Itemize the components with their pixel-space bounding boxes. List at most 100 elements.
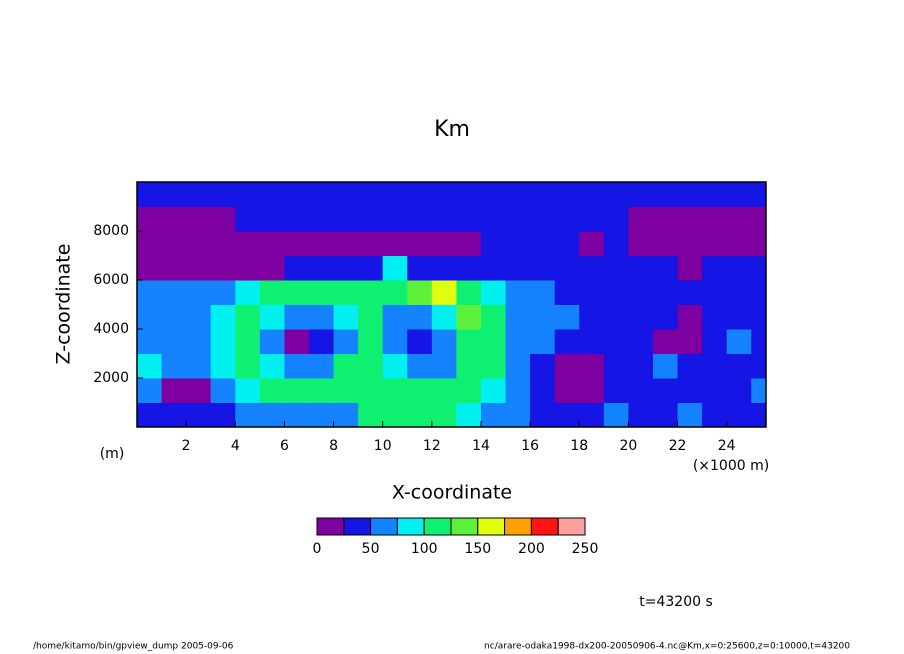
contour-cell — [284, 280, 310, 305]
x-axis-label: X-coordinate — [392, 482, 512, 504]
contour-cell — [628, 255, 654, 281]
contour-cell — [358, 329, 384, 354]
contour-cell — [382, 378, 408, 403]
colorbar-box — [396, 517, 425, 536]
x-tick-label: 10 — [374, 438, 392, 454]
colorbar-label: 150 — [464, 541, 491, 557]
contour-cell — [579, 182, 605, 207]
contour-cell — [505, 353, 531, 379]
colorbar-box — [316, 517, 345, 536]
contour-cell — [407, 378, 433, 403]
contour-cell — [530, 255, 556, 281]
contour-cell — [726, 206, 752, 232]
contour-cell — [431, 304, 457, 330]
contour-cell — [235, 280, 261, 305]
contour-cell — [652, 255, 679, 281]
contour-cell — [308, 304, 335, 330]
contour-cell — [652, 304, 679, 330]
contour-cell — [751, 280, 766, 305]
contour-cell — [751, 402, 766, 427]
colorbar-box — [504, 517, 532, 536]
contour-cell — [456, 255, 482, 281]
contour-cell — [308, 402, 335, 427]
contour-cell — [505, 304, 531, 330]
contour-cell — [530, 353, 556, 379]
contour-cell — [530, 329, 556, 354]
contour-cell — [579, 255, 605, 281]
contour-cell — [726, 378, 752, 403]
colorbar-label: 200 — [518, 541, 545, 557]
contour-cell — [702, 329, 728, 354]
contour-cell — [259, 402, 285, 427]
contour-cell — [652, 280, 679, 305]
contour-cell — [554, 182, 580, 207]
contour-cell — [382, 353, 408, 379]
contour-cell — [284, 402, 310, 427]
contour-cell — [382, 255, 408, 281]
contour-cell — [137, 378, 163, 403]
contour-cell — [554, 304, 580, 330]
contour-cell — [333, 378, 359, 403]
contour-cell — [726, 231, 752, 256]
contour-cell — [284, 206, 310, 232]
contour-cell — [333, 255, 359, 281]
x-tick-label: 16 — [521, 438, 539, 454]
contour-cell — [186, 231, 212, 256]
contour-cell — [210, 280, 236, 305]
contour-cell — [726, 182, 752, 207]
contour-cell — [480, 329, 507, 354]
contour-cell — [677, 329, 703, 354]
contour-cell — [603, 280, 629, 305]
contour-cell — [628, 402, 654, 427]
contour-cell — [554, 353, 580, 379]
contour-cell — [554, 255, 580, 281]
contour-cell — [161, 182, 187, 207]
contour-cell — [382, 280, 408, 305]
contour-cell — [382, 182, 408, 207]
contour-cell — [628, 378, 654, 403]
contour-cell — [628, 280, 654, 305]
contour-cell — [505, 182, 531, 207]
contour-cell — [407, 255, 433, 281]
contour-cell — [702, 231, 728, 256]
contour-cell — [677, 182, 703, 207]
contour-cell — [431, 206, 457, 232]
contour-cell — [751, 304, 766, 330]
contour-cell — [210, 402, 236, 427]
colorbar-box — [530, 517, 559, 536]
contour-cell — [603, 329, 629, 354]
footer-right: nc/arare-odaka1998-dx200-20050906-4.nc@K… — [484, 642, 850, 652]
contour-cell — [554, 231, 580, 256]
contour-cell — [480, 231, 507, 256]
contour-cell — [431, 231, 457, 256]
contour-cell — [456, 402, 482, 427]
contour-cell — [210, 353, 236, 379]
contour-cell — [358, 206, 384, 232]
contour-cell — [480, 304, 507, 330]
contour-cell — [726, 402, 752, 427]
contour-cell — [235, 255, 261, 281]
contour-cell — [259, 182, 285, 207]
contour-cell — [210, 206, 236, 232]
contour-cell — [628, 353, 654, 379]
contour-cell — [628, 182, 654, 207]
x-tick-label: 2 — [182, 438, 191, 454]
contour-cell — [505, 231, 531, 256]
contour-cell — [751, 231, 766, 256]
contour-cell — [382, 231, 408, 256]
contour-cell — [530, 304, 556, 330]
contour-cell — [480, 402, 507, 427]
contour-cell — [186, 353, 212, 379]
contour-cell — [751, 378, 766, 403]
contour-cell — [431, 255, 457, 281]
contour-cell — [530, 206, 556, 232]
contour-cell — [259, 231, 285, 256]
contour-cell — [186, 378, 212, 403]
contour-cell — [358, 280, 384, 305]
contour-cell — [210, 255, 236, 281]
time-label: t=43200 s — [639, 594, 713, 610]
contour-cell — [186, 304, 212, 330]
contour-cell — [677, 206, 703, 232]
